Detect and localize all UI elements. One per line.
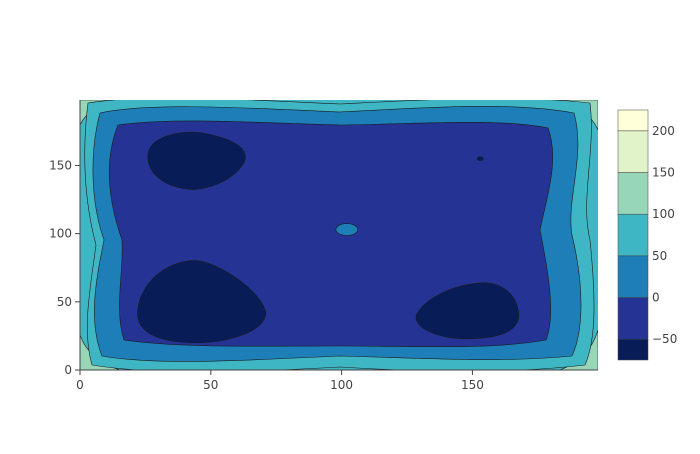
colorbar-segment: [617, 297, 649, 340]
colorbar-tick-label: 100: [652, 207, 675, 221]
y-tick-label: 0: [64, 363, 72, 377]
y-axis: 0 50 100 150: [49, 100, 81, 377]
contour-bump-center: [335, 223, 359, 236]
colorbar-tick-label: 200: [652, 124, 675, 138]
colorbar-segment: [617, 213, 649, 257]
colorbar-tick-label: 150: [652, 166, 675, 180]
colorbar-segment: [617, 255, 649, 298]
colorbar-segment: [617, 130, 649, 173]
contour-dip-small: [476, 156, 484, 161]
x-tick-label: 150: [461, 378, 484, 392]
contour-min-bottom-left: [137, 260, 267, 344]
contour-min-bottom-right: [415, 282, 519, 340]
x-axis: 0 50 100 150: [76, 369, 598, 392]
x-tick-label: 100: [330, 378, 353, 392]
colorbar-tick-label: 50: [652, 249, 667, 263]
y-tick-label: 50: [57, 295, 72, 309]
y-tick-label: 100: [49, 227, 72, 241]
x-tick-label: 0: [76, 378, 84, 392]
y-tick-label: 150: [49, 158, 72, 172]
x-tick-label: 50: [203, 378, 218, 392]
colorbar-tick-label: 0: [652, 291, 660, 305]
colorbar: −50 0 50 100 150 200: [617, 109, 677, 361]
colorbar-tick-label: −50: [652, 332, 677, 346]
colorbar-segment: [617, 338, 649, 361]
plot-area: [80, 100, 598, 370]
colorbar-segment: [617, 109, 649, 132]
colorbar-segment: [617, 172, 649, 215]
contour-min-top-left: [147, 131, 246, 190]
